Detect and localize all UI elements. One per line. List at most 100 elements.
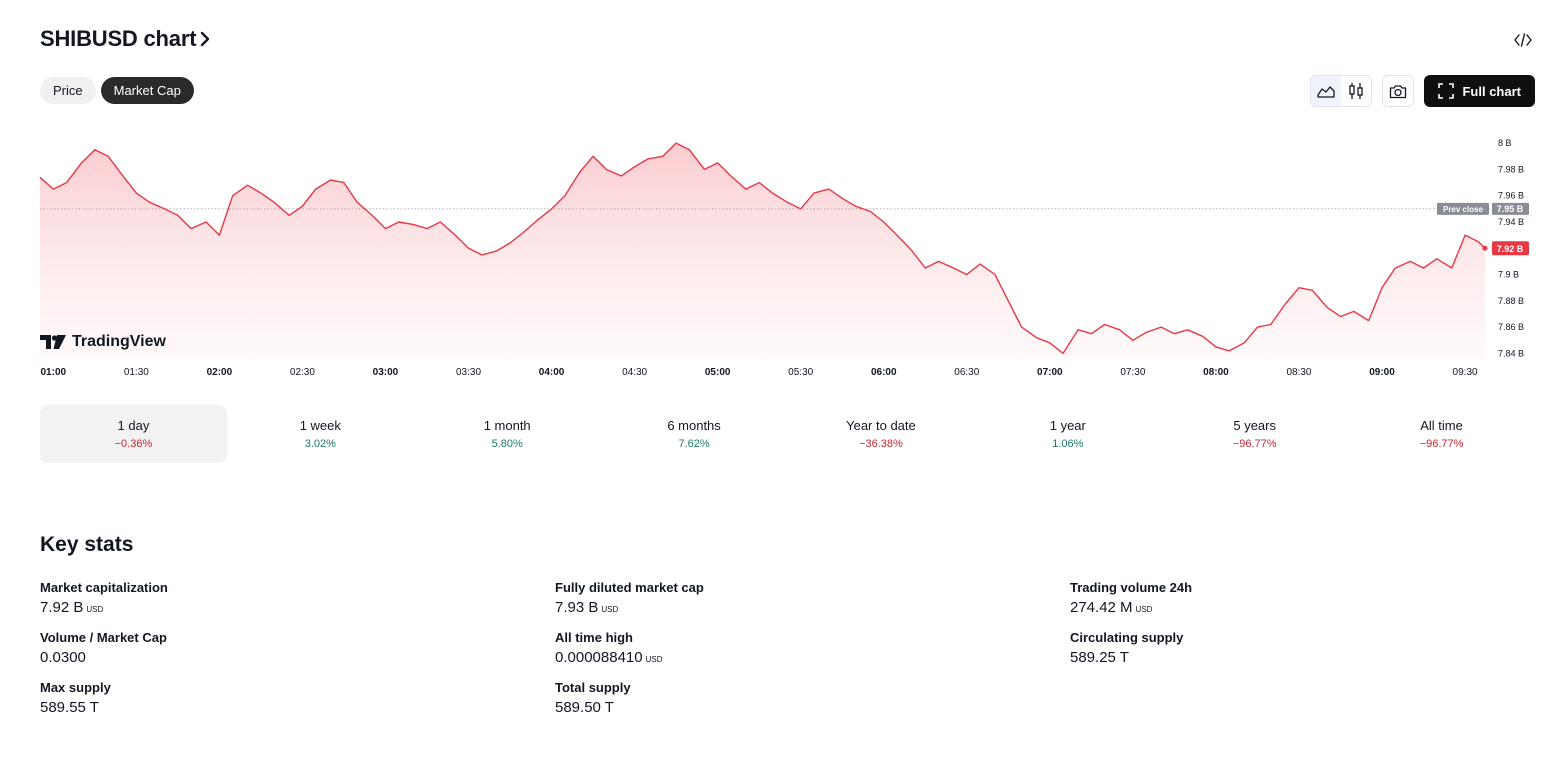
period-1-year[interactable]: 1 year 1.06% — [974, 405, 1161, 463]
period-6-months[interactable]: 6 months 7.62% — [601, 405, 788, 463]
stat-total-supply: Total supply 589.50 T — [555, 680, 1070, 716]
period-change: −96.77% — [1419, 438, 1464, 450]
y-tick-label: 7.96 B — [1498, 191, 1524, 201]
stat-value: 589.25 T — [1070, 649, 1129, 666]
stat-label: All time high — [555, 630, 633, 645]
x-tick-label: 01:00 — [40, 367, 66, 378]
stat-value: 0.000088410 — [555, 649, 643, 666]
stat-volume-market-cap: Volume / Market Cap 0.0300 — [40, 630, 555, 666]
metric-toggle: Price Market Cap — [40, 77, 194, 104]
period-label: 5 years — [1233, 418, 1276, 433]
chart-toolbar: Full chart — [1310, 75, 1535, 107]
area-chart-icon — [1317, 86, 1336, 98]
stat-unit: USD — [1135, 605, 1153, 614]
period-5-years[interactable]: 5 years −96.77% — [1161, 405, 1348, 463]
chart-style-selector — [1310, 75, 1373, 107]
period-label: Year to date — [846, 418, 916, 433]
period-all-time[interactable]: All time −96.77% — [1348, 405, 1535, 463]
code-icon — [1514, 33, 1532, 47]
stat-max-supply: Max supply 589.55 T — [40, 680, 555, 716]
x-tick-label: 04:00 — [539, 367, 565, 378]
prev-close-badge — [1437, 202, 1489, 215]
stat-fully-diluted-market-cap: Fully diluted market cap 7.93 B USD — [555, 580, 1070, 616]
chart-canvas[interactable]: 8 B 7.98 B 7.96 B 7.94 B 7.9 B 7.88 B 7.86 B 7.… — [0, 120, 1563, 385]
period-change: −96.77% — [1232, 438, 1277, 450]
y-tick-label: 7.86 B — [1498, 322, 1524, 332]
tradingview-logo-text: TradingView — [72, 333, 166, 350]
y-tick-label: 7.84 B — [1498, 348, 1524, 358]
x-tick-label: 02:00 — [207, 367, 233, 378]
period-label: 1 week — [299, 418, 341, 433]
snapshot-button[interactable] — [1382, 75, 1415, 107]
price-chart[interactable]: 8 B 7.98 B 7.96 B 7.94 B 7.9 B 7.88 B 7.86 B 7.… — [0, 120, 1563, 385]
camera-icon — [1390, 84, 1407, 98]
period-change: 7.62% — [678, 438, 710, 450]
period-selector: 1 day −0.36% 1 week 3.02% 1 month 5.80% … — [40, 405, 1535, 463]
fullscreen-icon — [1438, 83, 1455, 99]
stat-unit: USD — [601, 605, 619, 614]
stat-value: 0.0300 — [40, 649, 86, 666]
x-tick-label: 08:30 — [1286, 367, 1311, 378]
embed-code-button[interactable] — [1511, 28, 1535, 52]
stat-value: 274.42 M — [1070, 599, 1133, 616]
stat-value: 7.92 B — [40, 599, 84, 616]
chevron-right-icon — [201, 31, 210, 47]
stat-label: Max supply — [40, 680, 111, 695]
period-change: 1.06% — [1052, 438, 1084, 450]
tab-market-cap[interactable]: Market Cap — [100, 77, 194, 104]
y-tick-label: 7.94 B — [1498, 217, 1524, 227]
x-tick-label: 02:30 — [290, 367, 315, 378]
period-label: 1 day — [117, 418, 150, 433]
period-change: 3.02% — [304, 438, 336, 450]
period-1-day[interactable]: 1 day −0.36% — [40, 405, 227, 463]
period-year-to-date[interactable]: Year to date −36.38% — [788, 405, 975, 463]
stat-value: 589.55 T — [40, 699, 99, 716]
x-tick-label: 03:30 — [456, 367, 481, 378]
current-price-label: 7.92 B — [1497, 244, 1524, 254]
y-tick-label: 7.9 B — [1498, 270, 1519, 280]
tradingview-logo: TradingView — [40, 333, 166, 351]
stat-market-capitalization: Market capitalization 7.92 B USD — [40, 580, 555, 616]
period-1-week[interactable]: 1 week 3.02% — [227, 405, 414, 463]
prev-close-value: 7.95 B — [1497, 204, 1524, 214]
area-chart-button[interactable] — [1311, 76, 1342, 106]
candles-chart-button[interactable] — [1341, 76, 1371, 106]
stat-label: Volume / Market Cap — [40, 630, 167, 645]
stat-all-time-high: All time high 0.000088410 USD — [555, 630, 1070, 666]
x-tick-label: 06:00 — [871, 367, 897, 378]
current-price-badge — [1492, 241, 1529, 256]
period-label: 1 month — [483, 418, 531, 433]
area-fill — [40, 143, 1485, 360]
stat-unit: USD — [86, 605, 104, 614]
x-tick-label: 05:00 — [705, 367, 731, 378]
y-tick-label: 8 B — [1498, 138, 1512, 148]
last-point-dot — [1482, 245, 1488, 251]
key-stats-heading: Key stats — [40, 533, 134, 556]
chart-title-link[interactable]: SHIBUSD chart — [40, 26, 210, 52]
page-title: SHIBUSD chart — [40, 26, 197, 51]
stat-unit: USD — [645, 655, 663, 664]
x-tick-label: 07:30 — [1120, 367, 1145, 378]
y-tick-label: 7.98 B — [1498, 164, 1524, 174]
stat-label: Fully diluted market cap — [555, 580, 704, 595]
tradingview-logo-icon — [40, 335, 66, 349]
prev-close-label: Prev close — [1443, 205, 1484, 214]
x-tick-label: 05:30 — [788, 367, 813, 378]
candlestick-icon — [1349, 83, 1364, 99]
key-stats-grid: Market capitalization 7.92 B USD Fully di… — [40, 580, 1535, 716]
period-change: −36.38% — [859, 438, 903, 450]
stat-value: 7.93 B — [555, 599, 599, 616]
period-change: −0.36% — [114, 438, 153, 450]
x-tick-label: 09:00 — [1369, 367, 1395, 378]
x-tick-label: 09:30 — [1453, 367, 1478, 378]
period-label: 1 year — [1049, 418, 1086, 433]
full-chart-button[interactable]: Full chart — [1424, 75, 1535, 107]
period-label: All time — [1420, 418, 1463, 433]
stat-label: Market capitalization — [40, 580, 168, 595]
y-tick-label: 7.88 B — [1498, 296, 1524, 306]
period-1-month[interactable]: 1 month 5.80% — [414, 405, 601, 463]
stat-label: Circulating supply — [1070, 630, 1184, 645]
prev-close-value-badge — [1492, 202, 1529, 215]
tab-price[interactable]: Price — [40, 77, 96, 104]
x-tick-label: 07:00 — [1037, 367, 1063, 378]
